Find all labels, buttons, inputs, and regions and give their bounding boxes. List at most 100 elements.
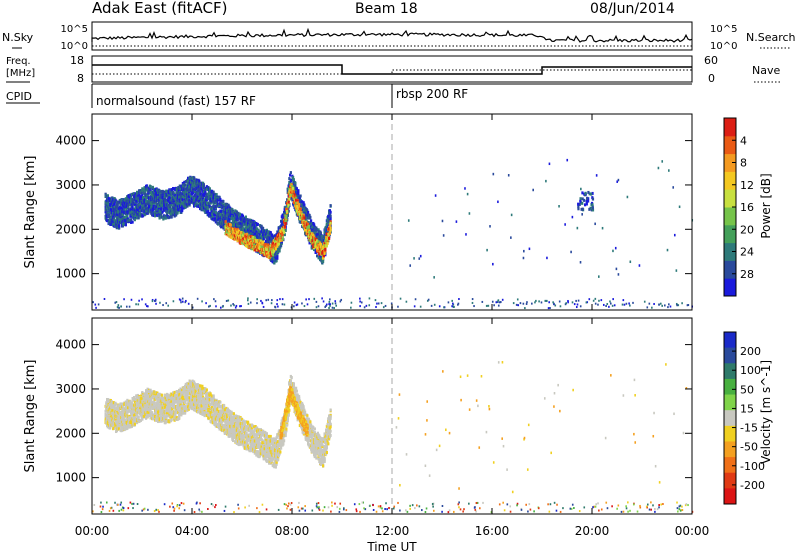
data-cell	[322, 246, 325, 250]
data-cell	[230, 217, 233, 221]
data-cell	[218, 216, 221, 220]
data-cell	[590, 208, 593, 212]
data-cell	[260, 224, 263, 228]
data-cell	[152, 214, 155, 218]
data-cell	[253, 236, 256, 240]
data-cell	[128, 218, 131, 222]
data-cell	[280, 240, 283, 244]
data-cell	[239, 233, 242, 237]
data-cell	[442, 234, 445, 237]
data-cell	[275, 232, 278, 236]
data-cell	[538, 300, 540, 303]
data-cell	[181, 207, 184, 211]
data-cell	[154, 298, 157, 301]
data-cell	[615, 267, 618, 271]
date-title: 08/Jun/2014	[590, 1, 675, 17]
data-cell	[298, 196, 301, 200]
data-cell	[182, 206, 185, 210]
data-cell	[399, 297, 402, 300]
data-cell	[185, 191, 188, 195]
data-cell	[219, 197, 222, 201]
data-cell	[134, 202, 137, 206]
data-cell	[106, 421, 109, 425]
data-cell	[658, 303, 660, 306]
data-cell	[495, 301, 498, 304]
data-cell	[239, 213, 242, 217]
data-cell	[234, 306, 237, 309]
freq-line	[92, 64, 692, 75]
data-cell	[281, 298, 284, 301]
data-cell	[112, 200, 115, 204]
data-cell	[313, 223, 316, 227]
data-cell	[268, 230, 271, 234]
data-cell	[587, 199, 590, 203]
data-cell	[365, 304, 368, 307]
data-cell	[559, 305, 562, 308]
data-cell	[643, 300, 646, 303]
data-cell	[117, 304, 120, 307]
data-cell	[242, 231, 245, 235]
data-cell	[165, 302, 168, 305]
data-cell	[493, 304, 495, 307]
data-cell	[210, 199, 213, 203]
data-cell	[197, 205, 200, 209]
data-cell	[318, 234, 321, 238]
data-cell	[175, 198, 178, 202]
freq-left-tick-top: 18	[70, 54, 84, 67]
data-cell	[277, 233, 280, 237]
data-cell	[191, 306, 194, 309]
data-cell	[202, 198, 205, 202]
data-cell	[278, 249, 281, 253]
data-cell	[522, 302, 525, 305]
data-cell	[325, 236, 328, 240]
data-cell	[170, 193, 173, 197]
data-cell	[325, 303, 328, 306]
data-cell	[210, 192, 213, 196]
data-cell	[162, 217, 165, 221]
data-cell	[246, 220, 249, 224]
data-cell	[118, 207, 121, 211]
data-cell	[621, 303, 624, 306]
data-cell	[210, 200, 213, 204]
data-cell	[261, 242, 264, 246]
data-cell	[237, 217, 240, 221]
data-cell	[232, 227, 235, 231]
data-cell	[262, 233, 265, 237]
data-cell	[594, 222, 596, 226]
data-cell	[686, 304, 689, 307]
data-cell	[125, 199, 128, 203]
data-cell	[651, 306, 653, 309]
data-cell	[236, 230, 239, 234]
data-cell	[232, 216, 235, 220]
data-cell	[187, 187, 190, 191]
data-cell	[230, 304, 232, 307]
data-cell	[328, 300, 331, 303]
data-cell	[118, 226, 121, 230]
data-cell	[295, 206, 298, 210]
data-cell	[252, 237, 255, 241]
data-cell	[284, 219, 287, 223]
data-cell	[328, 303, 330, 306]
data-cell	[306, 209, 309, 213]
data-cell	[276, 254, 279, 258]
data-cell	[486, 248, 488, 252]
data-cell	[363, 306, 366, 309]
noise-right-tick-bottom: 10^0	[710, 41, 737, 52]
data-cell	[259, 250, 262, 254]
data-cell	[205, 201, 208, 205]
data-cell	[196, 179, 199, 183]
data-cell	[667, 306, 669, 309]
data-cell	[284, 222, 287, 226]
data-cell	[292, 178, 295, 182]
data-cell	[130, 298, 133, 301]
data-cell	[274, 247, 277, 251]
data-cell	[585, 301, 588, 304]
data-cell	[226, 230, 229, 234]
data-cell	[183, 180, 186, 184]
data-cell	[195, 194, 198, 198]
data-cell	[226, 228, 229, 232]
data-cell	[591, 203, 594, 207]
data-cell	[222, 199, 225, 203]
data-cell	[206, 207, 209, 211]
